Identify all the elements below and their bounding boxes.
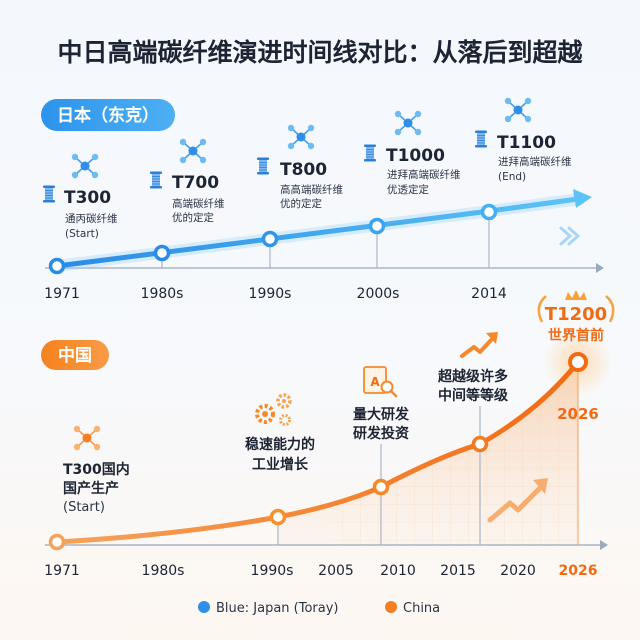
china-axis-arrow-icon bbox=[600, 540, 608, 550]
japan-axis-label: 1980s bbox=[141, 286, 184, 302]
china-axis-label: 2005 bbox=[318, 563, 354, 579]
japan-milestone-desc: 优透定定 bbox=[387, 183, 429, 196]
japan-milestone-t300: T300 通丙碳纤维 (Start) bbox=[42, 153, 118, 240]
china-milestone-desc: 中间等等级 bbox=[438, 387, 509, 404]
molecule-icon bbox=[179, 138, 207, 164]
japan-milestone-t700: T700 高端碳纤维 优的定定 bbox=[149, 138, 225, 224]
china-milestone-desc: 量大研发 bbox=[353, 406, 410, 423]
japan-badge bbox=[41, 99, 175, 131]
legend-label-japan: Blue: Japan (Toray) bbox=[216, 601, 339, 616]
china-milestone-final: T1200 世界首前 2026 bbox=[537, 290, 615, 423]
china-milestone-desc: T300国内 bbox=[63, 461, 130, 478]
japan-milestone-desc: 进拜高端碳纤维 bbox=[498, 155, 572, 168]
japan-section: 日本（东克） 1971 1980s 1990s 2000s 2014 T300 bbox=[41, 97, 604, 302]
japan-milestone-t1000: T1000 进拜高端碳纤维 优透定定 bbox=[363, 110, 461, 196]
japan-milestone-desc: 优的定定 bbox=[280, 197, 322, 210]
molecule-icon bbox=[286, 124, 316, 150]
china-milestone-desc: (Start) bbox=[63, 500, 105, 515]
china-axis-label: 2020 bbox=[500, 563, 536, 579]
china-milestone-surpass: 超越级许多 中间等等级 bbox=[437, 332, 509, 404]
research-document-icon: A bbox=[363, 366, 398, 398]
japan-grade-label: T1000 bbox=[386, 146, 445, 166]
fiber-spool-icon bbox=[256, 157, 270, 175]
japan-chevron-icon bbox=[559, 226, 581, 246]
fiber-spool-icon bbox=[42, 185, 56, 203]
japan-milestone-desc: 优的定定 bbox=[172, 211, 214, 224]
japan-grade-label: T800 bbox=[280, 160, 327, 180]
china-milestone-desc: 稳速能力的 bbox=[245, 436, 315, 453]
china-milestone-dot bbox=[372, 478, 390, 496]
molecule-icon bbox=[73, 424, 101, 452]
legend: Blue: Japan (Toray) China bbox=[198, 601, 440, 616]
japan-milestone-dot bbox=[153, 244, 171, 262]
japan-badge-label: 日本（东克） bbox=[57, 105, 159, 126]
japan-milestone-desc: (Start) bbox=[65, 228, 99, 240]
japan-milestone-dot bbox=[368, 217, 386, 235]
china-axis-label: 1971 bbox=[44, 563, 80, 579]
china-axis-label: 2010 bbox=[380, 563, 416, 579]
japan-milestone-desc: 高高端碳纤维 bbox=[280, 183, 343, 196]
china-milestone-dot bbox=[568, 352, 588, 372]
fiber-spool-icon bbox=[363, 144, 377, 162]
legend-label-china: China bbox=[403, 601, 440, 616]
china-milestone-desc: 研发投资 bbox=[353, 425, 409, 442]
trend-up-arrow-head-icon bbox=[486, 332, 498, 344]
japan-axis-label: 2014 bbox=[471, 286, 507, 302]
china-badge-label: 中国 bbox=[58, 345, 92, 366]
china-milestone-dot bbox=[269, 508, 287, 526]
japan-trend-arrow-icon bbox=[573, 189, 592, 208]
molecule-icon bbox=[71, 153, 99, 179]
china-milestone-start: T300国内 国产生产 (Start) bbox=[63, 424, 130, 515]
japan-grade-label: T1100 bbox=[497, 133, 556, 153]
japan-milestone-desc: (End) bbox=[498, 171, 526, 183]
china-milestone-dot bbox=[48, 533, 66, 551]
fiber-spool-icon bbox=[149, 171, 163, 189]
decorative-growth-arrow-icon bbox=[487, 478, 548, 523]
legend-marker-china bbox=[385, 601, 397, 613]
china-milestone-rnd: A 量大研发 研发投资 bbox=[353, 366, 410, 442]
china-milestone-desc: 国产生产 bbox=[63, 480, 119, 497]
svg-text:A: A bbox=[370, 375, 380, 389]
china-axis-label: 1980s bbox=[142, 563, 185, 579]
china-axis-label-final: 2026 bbox=[559, 563, 598, 579]
japan-axis-arrow-icon bbox=[596, 263, 604, 273]
page-title: 中日高端碳纤维演进时间线对比：从落后到超越 bbox=[57, 38, 583, 67]
trend-up-arrow-icon bbox=[460, 337, 494, 358]
japan-grade-label: T700 bbox=[172, 173, 219, 193]
molecule-icon bbox=[503, 97, 533, 123]
fiber-spool-icon bbox=[474, 130, 488, 148]
china-section: 中国 1971 1980s 1990s 2005 2010 2015 2020 … bbox=[41, 290, 615, 579]
china-final-year: 2026 bbox=[557, 405, 599, 423]
china-badge bbox=[41, 340, 109, 370]
china-milestone-desc: 工业增长 bbox=[252, 456, 309, 473]
japan-milestone-t800: T800 高高端碳纤维 优的定定 bbox=[256, 124, 343, 210]
japan-axis-label: 2000s bbox=[357, 286, 400, 302]
gears-icon bbox=[255, 393, 292, 426]
china-axis-label: 1990s bbox=[251, 563, 294, 579]
japan-milestone-dot bbox=[48, 257, 66, 275]
crown-icon bbox=[537, 290, 615, 323]
japan-milestone-dot bbox=[480, 203, 498, 221]
japan-axis-label: 1990s bbox=[249, 286, 292, 302]
china-final-grade: T1200 bbox=[545, 304, 607, 325]
japan-milestone-dot bbox=[261, 230, 279, 248]
china-final-desc: 世界首前 bbox=[548, 327, 604, 344]
molecule-icon bbox=[393, 110, 423, 136]
china-milestone-desc: 超越级许多 bbox=[437, 368, 508, 385]
china-milestone-growth: 稳速能力的 工业增长 bbox=[245, 393, 315, 473]
china-milestone-dot bbox=[471, 435, 489, 453]
japan-axis-label: 1971 bbox=[44, 286, 80, 302]
china-axis-label: 2015 bbox=[440, 563, 476, 579]
japan-milestone-desc: 通丙碳纤维 bbox=[65, 212, 118, 225]
japan-milestone-desc: 高端碳纤维 bbox=[172, 197, 225, 210]
legend-marker-japan bbox=[198, 601, 210, 613]
japan-milestone-t1100: T1100 进拜高端碳纤维 (End) bbox=[474, 97, 572, 183]
japan-milestone-desc: 进拜高端碳纤维 bbox=[387, 168, 461, 181]
japan-grade-label: T300 bbox=[64, 188, 111, 208]
